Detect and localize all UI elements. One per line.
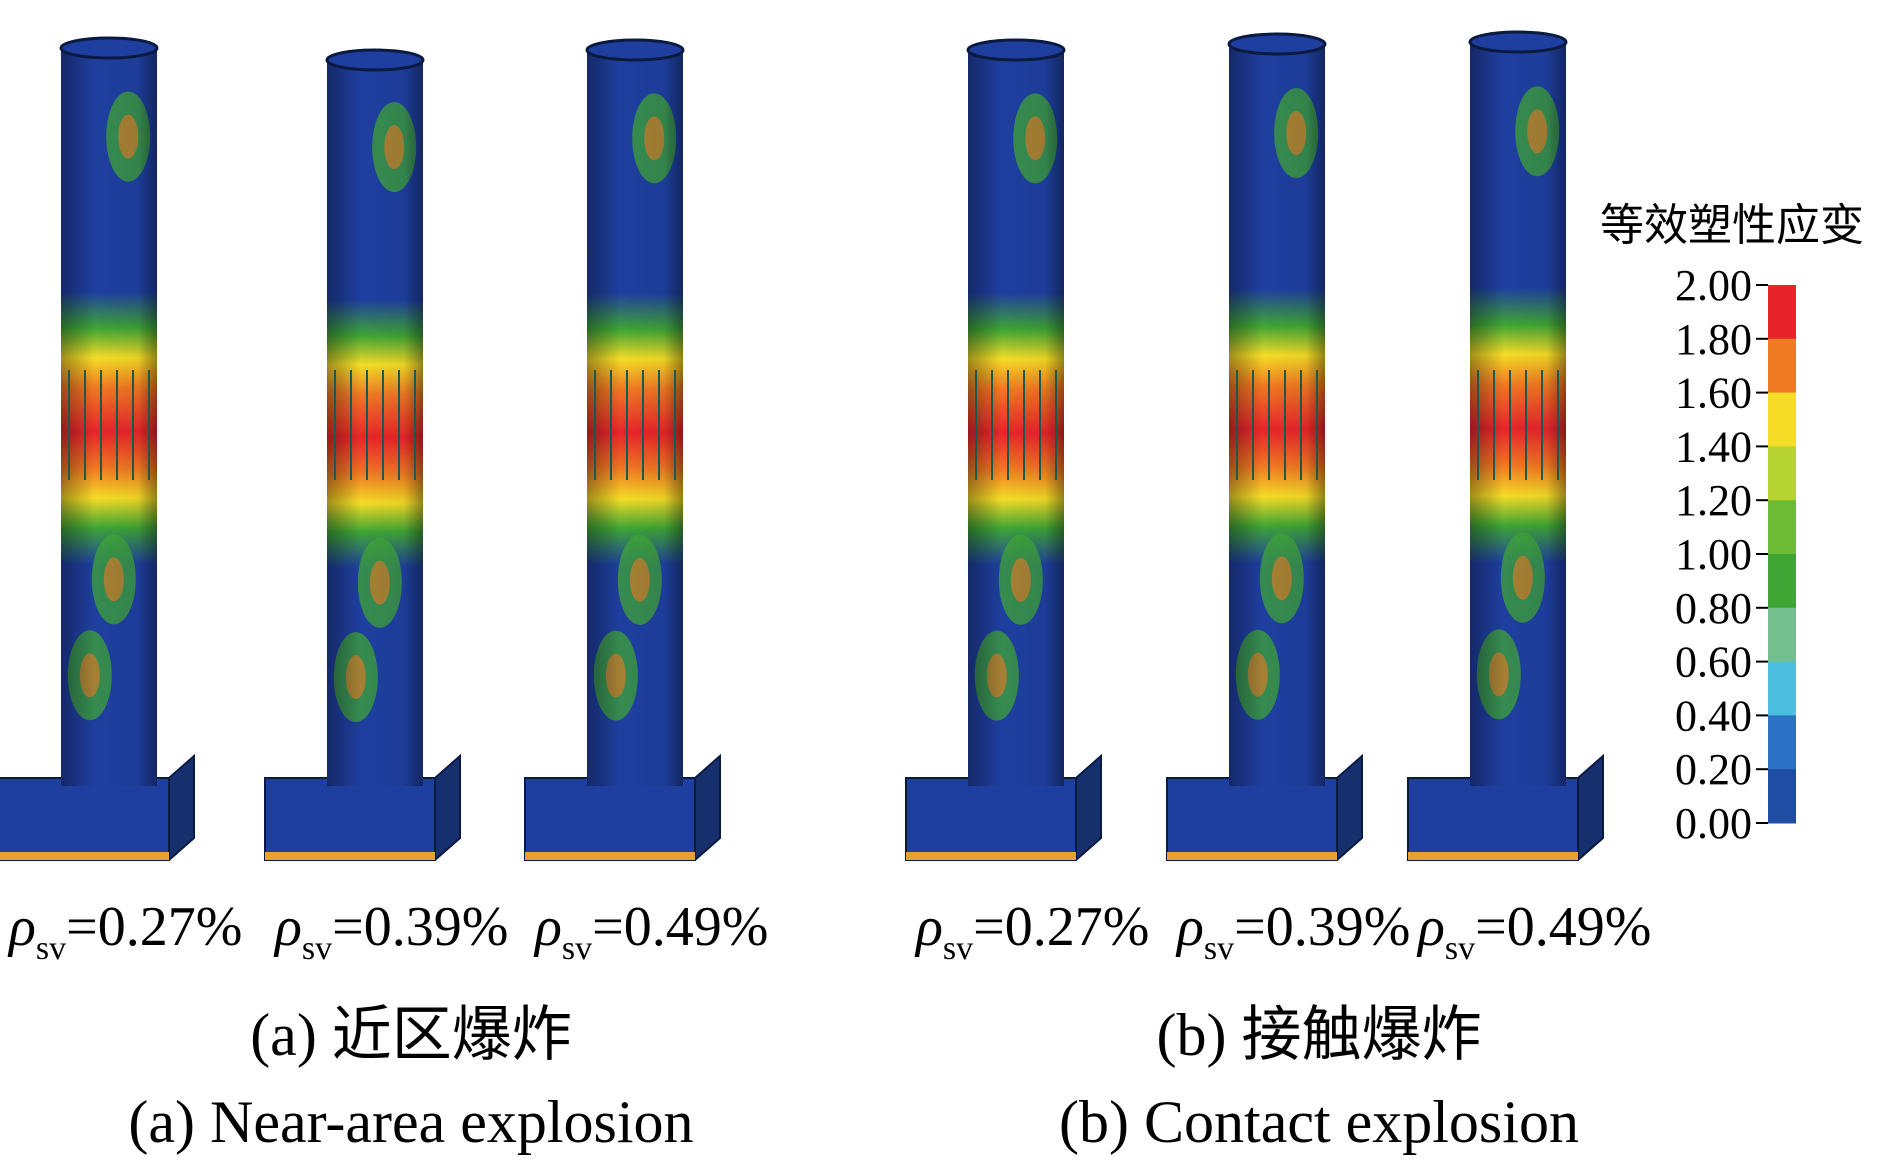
column-top — [585, 38, 685, 62]
column-shade — [968, 50, 1064, 786]
column-shade — [1229, 44, 1325, 786]
ratio-subscript: sv — [1204, 930, 1234, 967]
column-top — [59, 36, 159, 60]
legend-label: 0.00 — [1675, 799, 1752, 848]
base-edge — [906, 852, 1076, 860]
legend-swatch — [1768, 500, 1796, 555]
base-edge — [0, 852, 169, 860]
base-edge — [265, 852, 435, 860]
legend-swatch — [1768, 338, 1796, 394]
ratio-subscript: sv — [302, 930, 332, 967]
ratio-symbol: ρ — [1416, 896, 1445, 958]
column-model — [0, 36, 195, 861]
base-front — [1166, 777, 1338, 861]
caption-chinese: (a) 近区爆炸 — [250, 1002, 572, 1068]
legend-label: 1.20 — [1675, 476, 1752, 525]
legend-label: 0.80 — [1675, 584, 1752, 633]
caption-english: (b) Contact explosion — [1059, 1089, 1579, 1155]
column-model — [1166, 32, 1363, 861]
legend-label: 1.40 — [1675, 422, 1752, 471]
ratio-value: =0.27% — [66, 896, 242, 958]
ratio-symbol: ρ — [914, 896, 943, 958]
column-shade — [1470, 42, 1566, 786]
ratio-value: =0.27% — [973, 896, 1149, 958]
column-shade — [61, 48, 157, 786]
base-edge — [1408, 852, 1578, 860]
ratio-value: =0.39% — [332, 896, 508, 958]
base-front — [524, 777, 696, 861]
base-edge — [1167, 852, 1337, 860]
reinforcement-ratio: ρsv=0.49% — [1416, 896, 1651, 967]
legend-swatch — [1768, 769, 1796, 824]
ratio-symbol: ρ — [1175, 896, 1204, 958]
legend-label: 1.80 — [1675, 315, 1752, 364]
ratio-subscript: sv — [943, 930, 973, 967]
legend-label: 0.60 — [1675, 638, 1752, 687]
base-front — [1407, 777, 1579, 861]
ratio-value: =0.49% — [1475, 896, 1651, 958]
legend-swatch — [1768, 392, 1796, 447]
ratio-symbol: ρ — [7, 896, 36, 958]
legend-swatch — [1768, 446, 1796, 501]
ratio-subscript: sv — [562, 930, 592, 967]
legend-label: 0.20 — [1675, 745, 1752, 794]
legend-swatch — [1768, 715, 1796, 770]
base-edge — [525, 852, 695, 860]
column-top — [325, 48, 425, 72]
ratio-value: =0.39% — [1234, 896, 1410, 958]
ratio-symbol: ρ — [273, 896, 302, 958]
base-front — [264, 777, 436, 861]
legend-swatch — [1768, 554, 1796, 609]
column-top — [1468, 30, 1568, 54]
column-model — [905, 38, 1102, 861]
caption-chinese: (b) 接触爆炸 — [1157, 1002, 1482, 1068]
column-model — [524, 38, 721, 861]
ratio-subscript: sv — [1445, 930, 1475, 967]
legend-label: 2.00 — [1675, 261, 1752, 310]
reinforcement-ratio: ρsv=0.27% — [914, 896, 1149, 967]
legend-swatch — [1768, 607, 1796, 663]
ratio-subscript: sv — [36, 930, 66, 967]
legend-label: 0.40 — [1675, 691, 1752, 740]
legend-swatch — [1768, 285, 1796, 340]
legend-title: 等效塑性应变 — [1600, 201, 1864, 250]
legend-swatch — [1768, 661, 1796, 716]
ratio-symbol: ρ — [533, 896, 562, 958]
reinforcement-ratio: ρsv=0.49% — [533, 896, 768, 967]
legend-label: 1.00 — [1675, 530, 1752, 579]
column-shade — [587, 50, 683, 786]
column-model — [1407, 30, 1604, 861]
column-shade — [327, 60, 423, 786]
reinforcement-ratio: ρsv=0.27% — [7, 896, 242, 967]
column-top — [966, 38, 1066, 62]
column-top — [1227, 32, 1327, 56]
legend-label: 1.60 — [1675, 369, 1752, 418]
column-model — [264, 48, 461, 861]
reinforcement-ratio: ρsv=0.39% — [273, 896, 508, 967]
base-front — [905, 777, 1077, 861]
caption-english: (a) Near-area explosion — [128, 1089, 693, 1155]
ratio-value: =0.49% — [592, 896, 768, 958]
base-front — [0, 777, 170, 861]
reinforcement-ratio: ρsv=0.39% — [1175, 896, 1410, 967]
